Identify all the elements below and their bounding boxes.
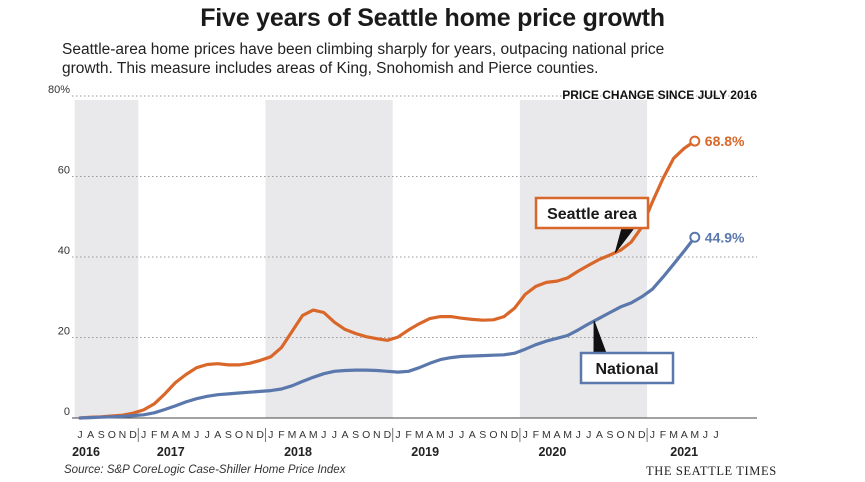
y-tick-label: 40	[58, 245, 70, 257]
callout-label-national: National	[595, 361, 658, 378]
month-tick-label: A	[681, 429, 688, 441]
end-point-seattle-area	[689, 135, 701, 147]
month-tick-label: N	[500, 429, 508, 441]
month-tick-label: D	[638, 429, 646, 441]
month-tick-label: S	[225, 429, 232, 441]
month-tick-label: F	[660, 429, 666, 441]
month-tick-label: J	[713, 429, 718, 441]
month-tick-label: O	[235, 429, 243, 441]
year-label-2016: 2016	[72, 445, 100, 459]
shaded-band-2018	[265, 100, 393, 418]
brand-logo: THE SEATTLE TIMES	[646, 464, 777, 478]
month-tick-label: S	[98, 429, 105, 441]
month-tick-label: S	[352, 429, 359, 441]
month-tick-label: F	[405, 429, 411, 441]
month-tick-label: J	[141, 429, 146, 441]
y-tick-label: 60	[58, 165, 70, 177]
month-tick-label: D	[511, 429, 519, 441]
source-note: Source: S&P CoreLogic Case-Shiller Home …	[64, 464, 346, 476]
month-tick-label: A	[553, 429, 560, 441]
month-tick-label: A	[214, 429, 221, 441]
month-tick-label: J	[459, 429, 464, 441]
month-tick-label: A	[299, 429, 306, 441]
shaded-band-2016	[74, 100, 139, 418]
year-label-2018: 2018	[284, 445, 312, 459]
month-tick-label: A	[172, 429, 179, 441]
month-tick-label: M	[542, 429, 551, 441]
subtitle-line-2: growth. This measure includes areas of K…	[62, 60, 599, 77]
series-line-seattle-area	[78, 139, 697, 420]
month-tick-label: D	[129, 429, 137, 441]
month-tick-label: N	[373, 429, 381, 441]
month-tick-label: O	[362, 429, 370, 441]
y-tick-label: 0	[64, 406, 70, 418]
callout-label-seattle-area: Seattle area	[547, 206, 637, 223]
month-tick-label: O	[108, 429, 116, 441]
month-tick-label: N	[246, 429, 254, 441]
subtitle-line-1: Seattle-area home prices have been climb…	[62, 41, 665, 58]
month-tick-label: A	[469, 429, 476, 441]
year-label-2017: 2017	[157, 445, 185, 459]
callout-box-seattle-area	[534, 196, 650, 230]
end-labels: 68.8% 44.9%	[689, 133, 745, 245]
month-tick-label: J	[332, 429, 337, 441]
month-tick-label: F	[278, 429, 284, 441]
month-tick-label: A	[596, 429, 603, 441]
year-label-2020: 2020	[538, 445, 566, 459]
end-label-national: 44.9%	[705, 229, 745, 245]
month-tick-label: J	[586, 429, 591, 441]
month-tick-label: F	[151, 429, 157, 441]
series-line-national	[78, 235, 697, 420]
end-point-national	[689, 231, 701, 243]
month-tick-label: M	[690, 429, 699, 441]
chart-title: Five years of Seattle home price growth	[200, 4, 665, 32]
month-tick-label: M	[182, 429, 191, 441]
y-tick-label: 20	[58, 326, 70, 338]
year-label-2021: 2021	[670, 445, 698, 459]
month-tick-label: A	[87, 429, 94, 441]
gridlines	[72, 95, 757, 419]
end-label-seattle-area: 68.8%	[705, 133, 745, 149]
month-tick-label: F	[533, 429, 539, 441]
month-tick-label: J	[268, 429, 273, 441]
month-tick-label: M	[160, 429, 169, 441]
y-axis-labels: 0 20 40 60 80%	[48, 84, 70, 418]
year-label-2019: 2019	[411, 445, 439, 459]
month-tick-label: D	[256, 429, 264, 441]
month-tick-label: J	[205, 429, 210, 441]
month-tick-label: J	[523, 429, 528, 441]
month-tick-label: J	[448, 429, 453, 441]
month-tick-label: J	[703, 429, 708, 441]
month-tick-label: J	[321, 429, 326, 441]
month-tick-label: M	[288, 429, 297, 441]
month-tick-label: J	[650, 429, 655, 441]
y-tick-label: 80%	[48, 84, 70, 96]
year-shading	[74, 100, 648, 418]
month-tick-label: A	[341, 429, 348, 441]
month-tick-label: O	[489, 429, 497, 441]
month-tick-label: D	[384, 429, 392, 441]
callout-box-national	[579, 351, 675, 385]
month-tick-label: M	[415, 429, 424, 441]
month-tick-label: S	[606, 429, 613, 441]
panel-label: PRICE CHANGE SINCE JULY 2016	[562, 88, 757, 102]
month-tick-label: J	[194, 429, 199, 441]
month-tick-label: J	[576, 429, 581, 441]
chart-subtitle: Seattle-area home prices have been climb…	[62, 40, 762, 78]
month-tick-label: N	[119, 429, 127, 441]
month-tick-label: M	[563, 429, 572, 441]
month-tick-label: J	[395, 429, 400, 441]
month-tick-label: M	[309, 429, 318, 441]
callouts: Seattle area National	[534, 196, 675, 385]
month-tick-label: O	[617, 429, 625, 441]
month-tick-label: M	[436, 429, 445, 441]
month-tick-label: S	[479, 429, 486, 441]
month-tick-label: M	[669, 429, 678, 441]
month-tick-label: J	[77, 429, 82, 441]
series-lines	[78, 139, 697, 420]
month-tick-label: A	[426, 429, 433, 441]
month-tick-label: N	[627, 429, 635, 441]
